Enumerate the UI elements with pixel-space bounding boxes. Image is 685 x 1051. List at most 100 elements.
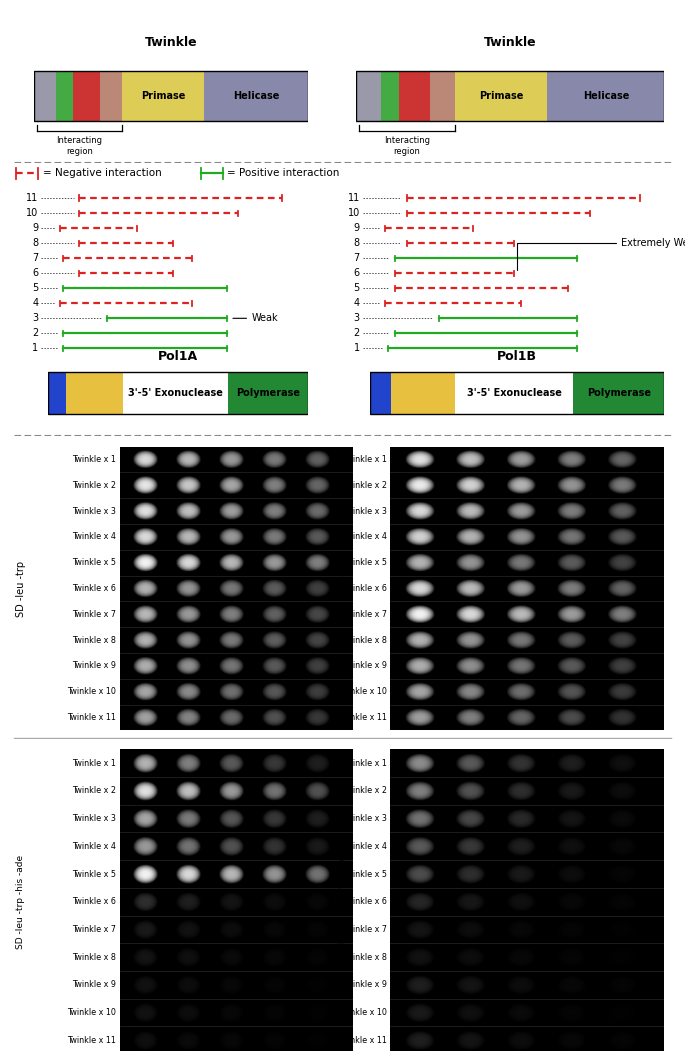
Text: Twinkle x 10: Twinkle x 10: [338, 1008, 387, 1017]
Text: Twinkle x 11: Twinkle x 11: [68, 1036, 116, 1045]
Text: 7: 7: [353, 253, 360, 263]
Text: Twinkle x 4: Twinkle x 4: [73, 842, 116, 851]
Text: 7: 7: [32, 253, 38, 263]
Text: 1: 1: [353, 344, 360, 353]
Text: Twinkle x 1: Twinkle x 1: [73, 455, 116, 465]
Text: Twinkle x 4: Twinkle x 4: [73, 533, 116, 541]
Text: Twinkle x 11: Twinkle x 11: [338, 1036, 387, 1045]
Text: Twinkle x 6: Twinkle x 6: [343, 584, 387, 593]
Text: 2: 2: [32, 328, 38, 338]
Text: SD -leu -trp: SD -leu -trp: [16, 560, 25, 617]
Text: 9: 9: [32, 223, 38, 233]
Text: 5: 5: [32, 284, 38, 293]
Text: 9: 9: [353, 223, 360, 233]
Text: Twinkle x 9: Twinkle x 9: [73, 661, 116, 671]
Bar: [456, 372, 573, 414]
Text: SD -leu -trp: SD -leu -trp: [338, 560, 347, 617]
Text: 1: 1: [32, 344, 38, 353]
Bar: [356, 71, 664, 121]
Bar: [73, 71, 100, 121]
Text: Polymerase: Polymerase: [236, 388, 300, 398]
Text: Twinkle x 8: Twinkle x 8: [73, 636, 116, 644]
Text: Twinkle x 8: Twinkle x 8: [343, 636, 387, 644]
Text: 3'-5' Exonuclease: 3'-5' Exonuclease: [466, 388, 562, 398]
Text: Twinkle x 4: Twinkle x 4: [343, 842, 387, 851]
Text: Twinkle x 3: Twinkle x 3: [343, 815, 387, 823]
Bar: [204, 71, 308, 121]
Text: Twinkle x 11: Twinkle x 11: [338, 713, 387, 722]
Text: Twinkle x 7: Twinkle x 7: [343, 925, 387, 934]
Text: 4: 4: [32, 298, 38, 308]
Text: 3'-5' Exonuclease: 3'-5' Exonuclease: [128, 388, 223, 398]
Bar: [48, 372, 308, 414]
Text: Interacting
region: Interacting region: [384, 137, 430, 156]
Text: 6: 6: [32, 268, 38, 279]
Text: Twinkle x 7: Twinkle x 7: [73, 610, 116, 619]
Text: Twinkle x 10: Twinkle x 10: [68, 687, 116, 696]
Bar: [100, 71, 122, 121]
Text: Twinkle x 8: Twinkle x 8: [343, 952, 387, 962]
Text: Polymerase: Polymerase: [587, 388, 651, 398]
Text: Twinkle x 7: Twinkle x 7: [73, 925, 116, 934]
Title: Twinkle: Twinkle: [145, 37, 197, 49]
Text: Twinkle x 2: Twinkle x 2: [73, 481, 116, 490]
Title: Twinkle: Twinkle: [484, 37, 536, 49]
Text: Twinkle x 9: Twinkle x 9: [343, 981, 387, 989]
Text: 5: 5: [353, 284, 360, 293]
Text: 11: 11: [26, 193, 38, 203]
Text: Twinkle x 4: Twinkle x 4: [343, 533, 387, 541]
Title: Pol1A: Pol1A: [158, 350, 198, 363]
Text: Twinkle x 10: Twinkle x 10: [338, 687, 387, 696]
Title: Pol1B: Pol1B: [497, 350, 537, 363]
Text: Twinkle x 7: Twinkle x 7: [343, 610, 387, 619]
Text: Twinkle x 2: Twinkle x 2: [343, 481, 387, 490]
Text: SD -leu -trp -his -ade: SD -leu -trp -his -ade: [338, 854, 347, 949]
Text: Twinkle x 9: Twinkle x 9: [73, 981, 116, 989]
Text: Twinkle x 5: Twinkle x 5: [73, 558, 116, 568]
Bar: [227, 372, 308, 414]
Bar: [34, 71, 56, 121]
Bar: [573, 372, 664, 414]
Text: Primase: Primase: [141, 91, 185, 101]
Bar: [370, 372, 390, 414]
Bar: [66, 372, 123, 414]
Text: 3: 3: [353, 313, 360, 324]
Bar: [123, 372, 227, 414]
Text: Twinkle x 10: Twinkle x 10: [68, 1008, 116, 1017]
Text: 8: 8: [353, 239, 360, 248]
Text: Twinkle x 11: Twinkle x 11: [68, 713, 116, 722]
Text: Twinkle x 6: Twinkle x 6: [73, 584, 116, 593]
Text: Helicase: Helicase: [233, 91, 279, 101]
Text: SD -leu -trp -his -ade: SD -leu -trp -his -ade: [16, 854, 25, 949]
Text: = Positive interaction: = Positive interaction: [227, 168, 340, 179]
Text: Twinkle x 1: Twinkle x 1: [343, 455, 387, 465]
Text: Twinkle x 6: Twinkle x 6: [73, 898, 116, 906]
Text: Twinkle x 5: Twinkle x 5: [343, 558, 387, 568]
Text: 11: 11: [348, 193, 360, 203]
Text: Twinkle x 1: Twinkle x 1: [73, 759, 116, 767]
Bar: [430, 71, 455, 121]
Text: Twinkle x 9: Twinkle x 9: [343, 661, 387, 671]
Text: Twinkle x 1: Twinkle x 1: [343, 759, 387, 767]
Text: 3: 3: [32, 313, 38, 324]
Text: 10: 10: [348, 208, 360, 219]
Text: Primase: Primase: [479, 91, 523, 101]
Text: Twinkle x 5: Twinkle x 5: [343, 869, 387, 879]
Text: Twinkle x 3: Twinkle x 3: [73, 815, 116, 823]
Bar: [356, 71, 381, 121]
Text: Weak: Weak: [233, 313, 279, 324]
Text: 10: 10: [26, 208, 38, 219]
Text: Twinkle x 3: Twinkle x 3: [343, 507, 387, 516]
Bar: [34, 71, 308, 121]
Text: 2: 2: [353, 328, 360, 338]
Text: 6: 6: [353, 268, 360, 279]
Bar: [547, 71, 664, 121]
Bar: [370, 372, 664, 414]
Bar: [399, 71, 430, 121]
Text: Helicase: Helicase: [583, 91, 629, 101]
Bar: [455, 71, 547, 121]
Text: Twinkle x 2: Twinkle x 2: [343, 786, 387, 796]
Bar: [122, 71, 204, 121]
Bar: [381, 71, 399, 121]
Text: Twinkle x 5: Twinkle x 5: [73, 869, 116, 879]
